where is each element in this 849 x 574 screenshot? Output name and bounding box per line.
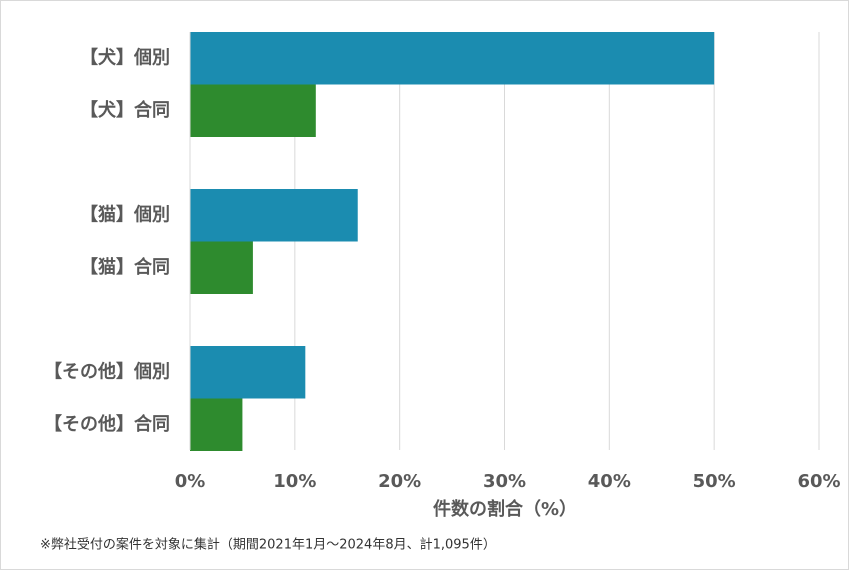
bar [190, 346, 306, 399]
x-tick-label: 10% [273, 471, 316, 492]
y-tick-label: 【その他】合同 [44, 413, 170, 435]
y-tick-label: 【猫】個別 [80, 203, 170, 225]
x-tick-label: 40% [588, 471, 631, 492]
x-tick-label: 30% [483, 471, 526, 492]
footnote: ※弊社受付の案件を対象に集計（期間2021年1月～2024年8月、計1,095件… [40, 537, 496, 553]
bar [190, 241, 253, 294]
x-tick-label: 60% [797, 471, 840, 492]
x-tick-label: 20% [378, 471, 421, 492]
y-tick-label: 【犬】合同 [80, 99, 170, 121]
y-tick-label: 【犬】個別 [80, 46, 170, 68]
bar [190, 32, 715, 85]
bar [190, 84, 316, 137]
x-axis-label: 件数の割合（%） [433, 498, 577, 520]
x-tick-label: 0% [175, 471, 206, 492]
bar [190, 189, 358, 242]
bar [190, 398, 243, 451]
x-tick-label: 50% [693, 471, 736, 492]
y-tick-label: 【猫】合同 [80, 256, 170, 278]
y-tick-label: 【その他】個別 [44, 360, 170, 382]
